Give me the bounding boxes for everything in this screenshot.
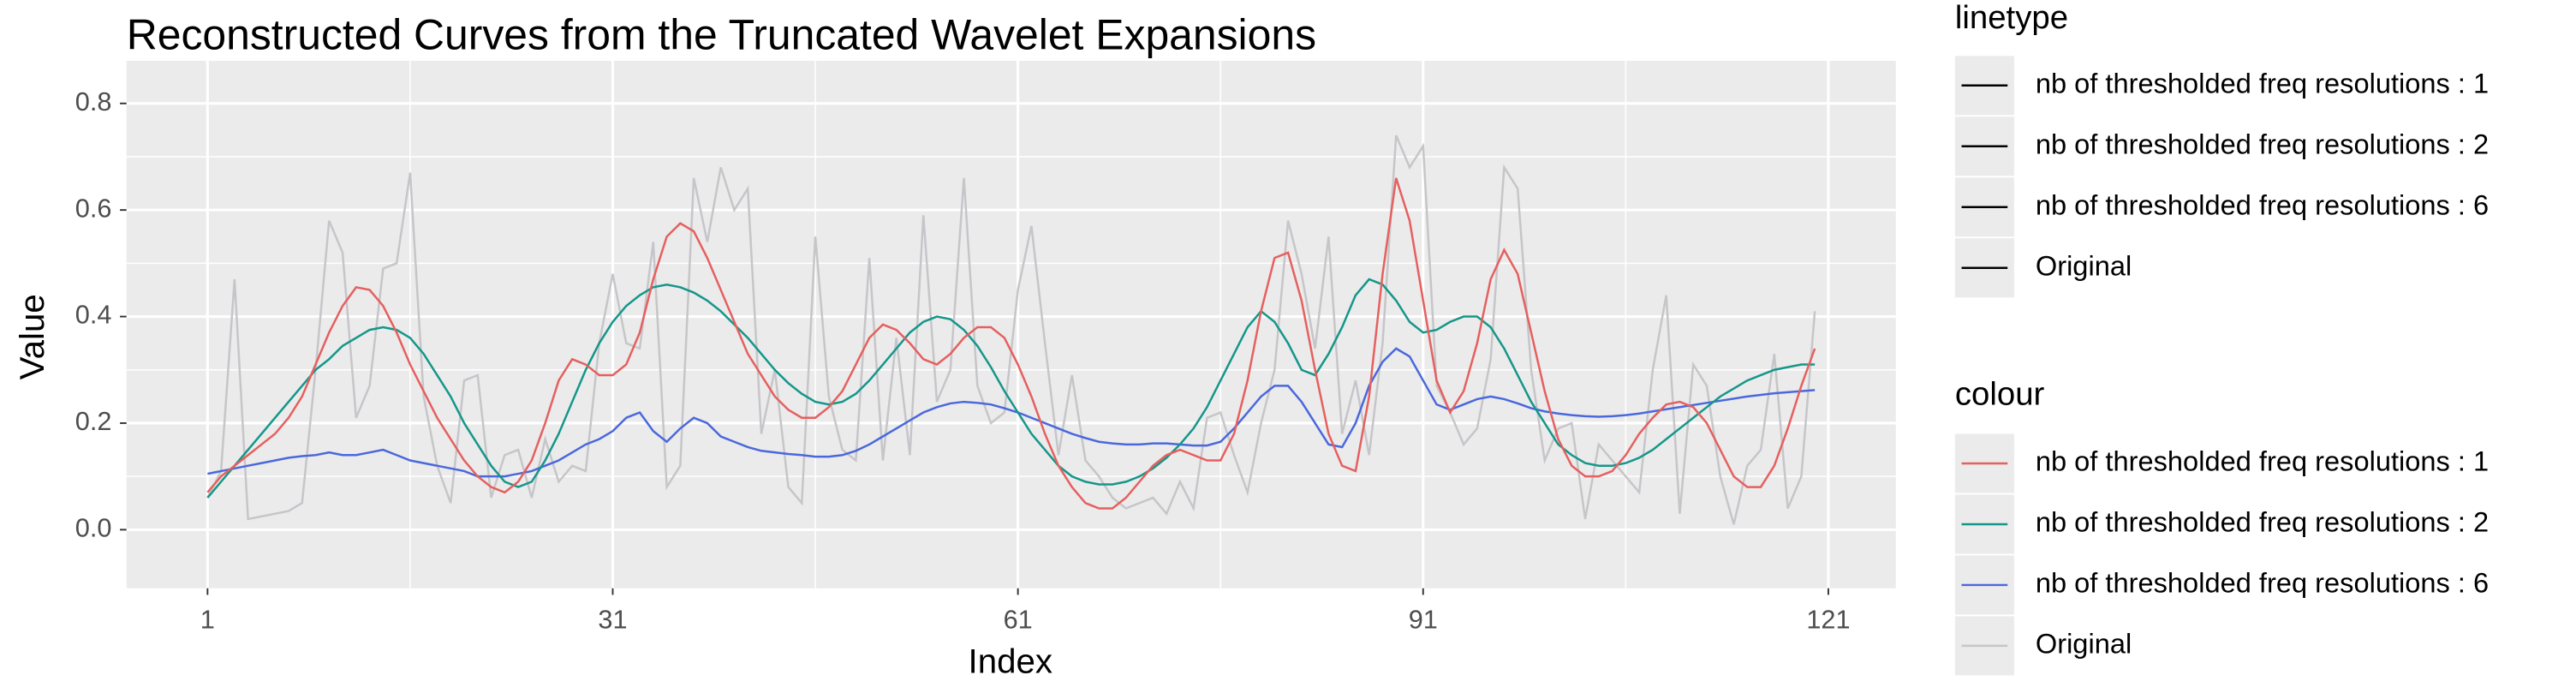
- y-tick-label: 0.4: [75, 300, 112, 330]
- x-tick-label: 61: [1004, 604, 1033, 634]
- lines: [206, 134, 1816, 525]
- chart-title: Reconstructed Curves from the Truncated …: [127, 10, 1316, 58]
- axes: 0.0 0.2 0.4 0.6 0.8 1 31 61 91 121: [75, 87, 1851, 634]
- legend-label: Original: [2036, 249, 2132, 281]
- legend-label: nb of thresholded freq resolutions : 1: [2036, 445, 2489, 477]
- series-line: [206, 177, 1816, 510]
- legend-title: linetype: [1955, 0, 2068, 36]
- series-line: [207, 347, 1816, 478]
- legend-label: nb of thresholded freq resolutions : 1: [2036, 67, 2489, 99]
- grid: [126, 60, 1896, 588]
- x-tick-label: 91: [1409, 604, 1438, 634]
- y-tick-label: 0.2: [75, 406, 112, 436]
- x-tick-label: 31: [598, 604, 627, 634]
- legend-label: nb of thresholded freq resolutions : 2: [2036, 128, 2489, 159]
- legend-title: colour: [1955, 375, 2045, 412]
- y-tick-label: 0.8: [75, 87, 112, 116]
- y-tick-label: 0.6: [75, 193, 112, 223]
- y-axis-label: Value: [13, 294, 51, 379]
- y-tick-label: 0.0: [75, 512, 112, 542]
- x-tick-label: 121: [1806, 604, 1850, 634]
- x-tick-label: 1: [200, 604, 215, 634]
- legend-label: Original: [2036, 628, 2132, 660]
- legend-label: nb of thresholded freq resolutions : 2: [2036, 506, 2489, 538]
- panel: [126, 60, 1896, 588]
- legend-label: nb of thresholded freq resolutions : 6: [2036, 567, 2489, 599]
- x-axis-label: Index: [969, 642, 1053, 681]
- series-line: [206, 278, 1816, 499]
- legend: linetype nb of thresholded freq resolutio…: [1954, 0, 2489, 676]
- legend-label: nb of thresholded freq resolutions : 6: [2036, 188, 2489, 220]
